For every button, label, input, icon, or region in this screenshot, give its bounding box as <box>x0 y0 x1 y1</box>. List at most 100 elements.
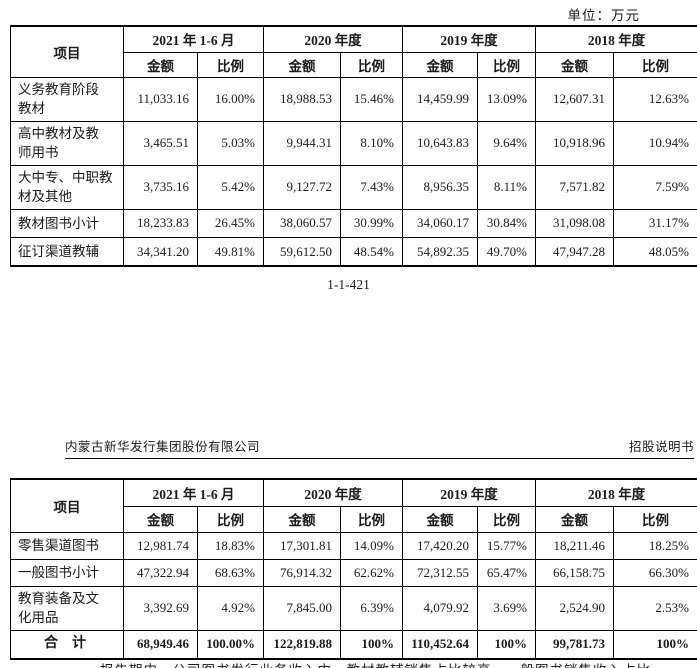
cell-ratio-2019: 9.64% <box>477 120 536 166</box>
cell-ratio-2020: 14.09% <box>340 531 403 560</box>
column-header-period-2021: 2021 年 1-6 月 <box>123 478 264 507</box>
cell-ratio-2018: 31.17% <box>613 208 697 238</box>
table-row-subscription-supplements: 征订渠道教辅 34,341.20 49.81% 59,612.50 48.54%… <box>10 236 697 267</box>
column-header-ratio: 比例 <box>613 51 697 78</box>
cell-ratio-2021: 16.00% <box>197 76 264 122</box>
cell-amount-2019: 110,452.64 <box>402 629 478 660</box>
cell-ratio-2020: 8.10% <box>340 120 403 166</box>
cell-amount-2018: 66,158.75 <box>535 558 614 587</box>
cell-amount-2019: 17,420.20 <box>402 531 478 560</box>
cell-ratio-2020: 48.54% <box>340 236 403 267</box>
table-row-high-school-textbooks: 高中教材及教 师用书 3,465.51 5.03% 9,944.31 8.10%… <box>10 120 697 166</box>
column-header-period-2019: 2019 年度 <box>402 25 536 53</box>
table-header-row-periods: 项目 2021 年 1-6 月 2020 年度 2019 年度 2018 年度 <box>10 478 697 533</box>
table-row-retail-channel-books: 零售渠道图书 12,981.74 18.83% 17,301.81 14.09%… <box>10 531 697 560</box>
textbook-channel-revenue-table: 项目 2021 年 1-6 月 2020 年度 2019 年度 2018 年度 … <box>10 25 697 268</box>
column-header-amount: 金额 <box>535 51 614 78</box>
cell-amount-2020: 59,612.50 <box>263 236 341 267</box>
cell-amount-2018: 10,918.96 <box>535 120 614 166</box>
cell-amount-2021: 11,033.16 <box>123 76 198 122</box>
column-header-period-2018: 2018 年度 <box>535 478 697 507</box>
clipped-note-text: 报告期内，公司图书发行业务收入中，教材教辅销售占比较高，一般图书销售收入占比 <box>100 659 651 668</box>
cell-amount-2021: 12,981.74 <box>123 531 198 560</box>
company-name: 内蒙古新华发行集团股份有限公司 <box>65 440 261 454</box>
cell-amount-2019: 10,643.83 <box>402 120 478 166</box>
cell-ratio-2018: 10.94% <box>613 120 697 166</box>
column-header-ratio: 比例 <box>340 51 403 78</box>
cell-ratio-2021: 18.83% <box>197 531 264 560</box>
cell-amount-2019: 4,079.92 <box>402 585 478 631</box>
cell-amount-2019: 14,459.99 <box>402 76 478 122</box>
cell-ratio-2019: 49.70% <box>477 236 536 267</box>
cell-amount-2019: 34,060.17 <box>402 208 478 238</box>
cell-amount-2018: 7,571.82 <box>535 164 614 210</box>
running-header: 内蒙古新华发行集团股份有限公司 招股说明书 <box>65 436 694 459</box>
cell-ratio-2020: 30.99% <box>340 208 403 238</box>
table-header-row-metrics: 金额 比例 金额 比例 金额 比例 金额 比例 <box>11 505 697 533</box>
column-header-amount: 金额 <box>263 505 341 533</box>
column-header-amount: 金额 <box>535 505 614 533</box>
cell-ratio-2018: 100% <box>613 629 697 660</box>
cell-ratio-2021: 26.45% <box>197 208 264 238</box>
cell-ratio-2019: 30.84% <box>477 208 536 238</box>
cell-amount-2018: 2,524.90 <box>535 585 614 631</box>
cell-amount-2021: 3,392.69 <box>123 585 198 631</box>
column-header-period-2020: 2020 年度 <box>263 478 403 507</box>
cell-ratio-2018: 18.25% <box>613 531 697 560</box>
table-row-education-equipment: 教育装备及文 化用品 3,392.69 4.92% 7,845.00 6.39%… <box>10 585 697 631</box>
column-header-period-2018: 2018 年度 <box>535 25 697 53</box>
row-label: 高中教材及教 师用书 <box>10 120 124 166</box>
cell-ratio-2018: 48.05% <box>613 236 697 267</box>
cell-amount-2020: 38,060.57 <box>263 208 341 238</box>
cell-ratio-2018: 66.30% <box>613 558 697 587</box>
cell-amount-2019: 54,892.35 <box>402 236 478 267</box>
column-header-item: 项目 <box>10 478 124 533</box>
cell-ratio-2018: 7.59% <box>613 164 697 210</box>
cell-amount-2021: 18,233.83 <box>123 208 198 238</box>
cell-ratio-2019: 65.47% <box>477 558 536 587</box>
column-header-period-2019: 2019 年度 <box>402 478 536 507</box>
column-header-ratio: 比例 <box>197 505 264 533</box>
cell-ratio-2019: 15.77% <box>477 531 536 560</box>
row-label: 教材图书小计 <box>10 208 124 238</box>
column-header-ratio: 比例 <box>613 505 697 533</box>
cell-ratio-2021: 5.03% <box>197 120 264 166</box>
cell-amount-2018: 99,781.73 <box>535 629 614 660</box>
general-books-revenue-table: 项目 2021 年 1-6 月 2020 年度 2019 年度 2018 年度 … <box>10 478 697 661</box>
cell-amount-2020: 122,819.88 <box>263 629 341 660</box>
table-header-row-metrics: 金额 比例 金额 比例 金额 比例 金额 比例 <box>11 51 697 78</box>
column-header-amount: 金额 <box>123 505 198 533</box>
table-row-compulsory-education-textbooks: 义务教育阶段 教材 11,033.16 16.00% 18,988.53 15.… <box>10 76 697 122</box>
cell-ratio-2021: 5.42% <box>197 164 264 210</box>
cell-ratio-2020: 15.46% <box>340 76 403 122</box>
table-row-total: 合 计 68,949.46 100.00% 122,819.88 100% 11… <box>10 629 697 660</box>
cell-amount-2020: 9,127.72 <box>263 164 341 210</box>
column-header-amount: 金额 <box>123 51 198 78</box>
column-header-ratio: 比例 <box>477 505 536 533</box>
cell-amount-2018: 12,607.31 <box>535 76 614 122</box>
cell-ratio-2020: 100% <box>340 629 403 660</box>
unit-label: 单位：万元 <box>567 8 640 23</box>
cell-ratio-2020: 7.43% <box>340 164 403 210</box>
cell-amount-2020: 17,301.81 <box>263 531 341 560</box>
cell-ratio-2019: 100% <box>477 629 536 660</box>
cell-ratio-2021: 100.00% <box>197 629 264 660</box>
cell-amount-2021: 34,341.20 <box>123 236 198 267</box>
row-label: 大中专、中职教 材及其他 <box>10 164 124 210</box>
cell-amount-2018: 31,098.08 <box>535 208 614 238</box>
cell-amount-2021: 3,735.16 <box>123 164 198 210</box>
row-label: 一般图书小计 <box>10 558 124 587</box>
column-header-ratio: 比例 <box>197 51 264 78</box>
cell-ratio-2021: 4.92% <box>197 585 264 631</box>
page-number: 1-1-421 <box>327 277 370 292</box>
cell-ratio-2019: 3.69% <box>477 585 536 631</box>
column-header-amount: 金额 <box>402 505 478 533</box>
cell-amount-2020: 18,988.53 <box>263 76 341 122</box>
cell-amount-2021: 47,322.94 <box>123 558 198 587</box>
cell-ratio-2019: 13.09% <box>477 76 536 122</box>
doc-type-label: 招股说明书 <box>628 440 694 454</box>
cell-amount-2018: 18,211.46 <box>535 531 614 560</box>
cell-ratio-2019: 8.11% <box>477 164 536 210</box>
table-header-row-periods: 项目 2021 年 1-6 月 2020 年度 2019 年度 2018 年度 <box>10 25 697 78</box>
